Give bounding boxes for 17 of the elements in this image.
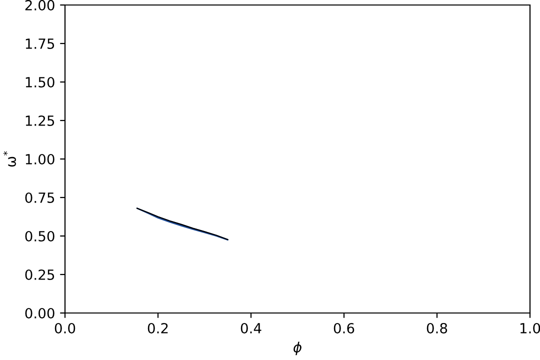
y-tick-label: 0.00 [25, 308, 54, 318]
y-tick-label: 1.00 [26, 154, 54, 164]
x-tick-label: 0.2 [148, 322, 168, 334]
x-axis-title: ϕ [294, 342, 302, 356]
x-tick-label: 0.6 [334, 322, 354, 334]
y-tick-label: 1.25 [26, 115, 54, 126]
x-tick-label: 0.8 [426, 322, 448, 334]
x-tick-label: 1.0 [520, 322, 540, 334]
x-tick-label: 0.4 [240, 322, 262, 334]
y-tick-label: 0.50 [25, 230, 54, 242]
y-tick-label: 1.75 [26, 38, 54, 49]
y-tick-label: 2.00 [25, 0, 54, 10]
x-tick-label: 0.0 [54, 322, 76, 334]
y-tick-label: 0.25 [25, 269, 54, 280]
y-tick-label: 0.75 [25, 192, 54, 203]
y-axis-title: ω$^{*}$ [3, 151, 16, 167]
y-tick-label: 1.50 [26, 76, 54, 88]
